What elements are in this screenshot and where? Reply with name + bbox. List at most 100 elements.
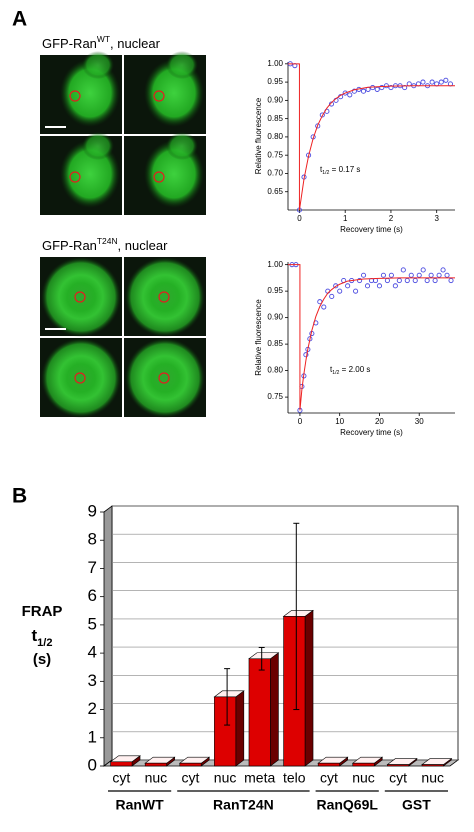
text-part: 1/2 — [322, 170, 329, 176]
x-tick-label: meta — [244, 770, 275, 786]
data-point — [408, 272, 414, 278]
bar-side — [270, 652, 279, 767]
data-point — [429, 79, 435, 85]
x-tick-label: 10 — [335, 417, 344, 426]
x-axis-label: Recovery time (s) — [340, 428, 403, 437]
y-axis-label: Relative fluorescence — [254, 299, 263, 376]
text-part: , nuclear — [118, 238, 169, 253]
x-tick-label: cyt — [320, 770, 338, 786]
data-point — [432, 277, 438, 284]
data-point — [428, 272, 434, 278]
side-wall — [103, 505, 113, 767]
y-tick-label: 0.70 — [267, 169, 283, 178]
annotation: t1/2 = 2.00 s — [330, 365, 370, 376]
x-tick-label: nuc — [214, 770, 237, 786]
nucleus — [166, 132, 198, 160]
bleach-roi — [153, 90, 165, 102]
bar — [179, 762, 202, 767]
y-tick-label: 5 — [88, 614, 97, 633]
panel-label: A — [12, 8, 27, 31]
annotation: t1/2 = 0.17 s — [320, 165, 360, 176]
text-part: WT — [97, 34, 110, 44]
image-title: GFP-RanT24N, nuclear — [42, 236, 168, 253]
bar — [387, 764, 410, 767]
data-point — [321, 304, 327, 310]
text-part: = 0.17 s — [329, 165, 360, 174]
data-point — [315, 123, 321, 129]
bar — [283, 616, 306, 767]
x-axis-label: Recovery time (s) — [340, 225, 403, 234]
text-part: 1/2 — [332, 370, 339, 376]
y-tick-label: 0.65 — [267, 187, 283, 196]
bar-side — [304, 609, 314, 767]
y-axis-label: (s) — [33, 651, 51, 668]
bleach-roi — [158, 291, 170, 303]
y-tick-label: 0.90 — [267, 313, 283, 322]
bleach-roi — [158, 372, 170, 384]
y-axis-label: t1/2 — [31, 626, 52, 648]
text-part: t — [320, 165, 323, 174]
bar — [248, 658, 271, 767]
text-part: , nuclear — [110, 36, 161, 51]
bleach-roi — [153, 171, 165, 183]
panel-label: B — [12, 485, 27, 508]
text-part: = 2.00 s — [339, 365, 370, 374]
data-point — [374, 86, 380, 92]
x-tick-label: cyt — [389, 770, 407, 786]
data-point — [392, 283, 398, 289]
data-point — [360, 272, 367, 278]
data-point — [376, 283, 383, 289]
data-point — [416, 272, 422, 278]
bar — [317, 762, 340, 767]
bleach-roi — [74, 291, 86, 303]
data-point — [380, 272, 386, 278]
data-point — [342, 90, 348, 96]
cell — [41, 257, 121, 337]
y-tick-label: 0.80 — [267, 132, 283, 141]
y-tick-label: 1.00 — [267, 59, 283, 68]
nucleus — [82, 132, 114, 160]
bar — [421, 764, 444, 767]
data-point — [337, 288, 343, 294]
bar — [352, 762, 375, 767]
data-point — [370, 85, 376, 91]
y-axis-label: Relative fluorescence — [254, 97, 263, 174]
y-tick-label: 0 — [88, 755, 97, 774]
data-point — [353, 288, 359, 294]
data-point — [319, 112, 325, 118]
x-tick-label: 0 — [297, 214, 302, 223]
cell — [41, 338, 121, 418]
data-point — [347, 92, 353, 98]
data-point — [383, 83, 389, 89]
x-tick-label: 3 — [434, 214, 439, 223]
bleach-roi — [69, 90, 81, 102]
data-point — [303, 352, 309, 358]
data-point — [444, 272, 450, 278]
x-tick-label: telo — [283, 770, 306, 786]
data-point — [436, 272, 442, 278]
y-tick-label: 3 — [88, 671, 97, 690]
x-tick-label: nuc — [421, 770, 444, 786]
data-point — [404, 277, 410, 284]
x-tick-label: cyt — [112, 770, 130, 786]
text-part: GFP-Ran — [42, 36, 97, 51]
x-tick-label: 30 — [415, 417, 424, 426]
data-point — [443, 77, 449, 83]
y-tick-label: 0.95 — [267, 286, 283, 295]
data-point — [396, 277, 402, 284]
x-tick-label: 0 — [298, 417, 303, 426]
text-part: t — [330, 365, 333, 374]
y-tick-label: 1.00 — [267, 260, 283, 269]
y-tick-label: 4 — [88, 643, 97, 662]
y-tick-label: 0.75 — [267, 392, 283, 401]
data-point — [384, 277, 390, 284]
data-point — [360, 88, 367, 94]
fit-line — [288, 264, 455, 411]
data-point — [388, 272, 394, 278]
nucleus — [166, 51, 198, 79]
data-point — [345, 283, 351, 289]
text-part: 1/2 — [37, 637, 52, 649]
y-tick-label: 0.90 — [267, 95, 283, 104]
y-tick-label: 9 — [88, 501, 97, 520]
